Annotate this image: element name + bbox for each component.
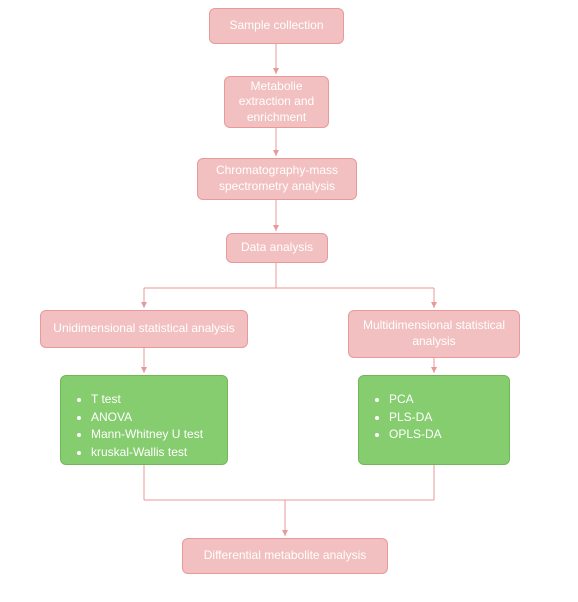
node-label: Data analysis (241, 240, 313, 256)
list-item: T test (91, 392, 203, 408)
node-unidimensional: Unidimensional statistical analysis (40, 310, 248, 348)
node-label: Unidimensional statistical analysis (53, 321, 234, 337)
list-item: PLS-DA (389, 410, 442, 426)
node-label: Chromatography-mass spectrometry analysi… (208, 163, 346, 194)
node-label: Sample collection (229, 18, 323, 34)
node-differential-metabolite: Differential metabolite analysis (182, 538, 388, 574)
list-item: OPLS-DA (389, 427, 442, 443)
node-metabolite-extraction: Metabolie extraction and enrichment (224, 76, 329, 128)
list-item: Mann-Whitney U test (91, 427, 203, 443)
node-data-analysis: Data analysis (226, 233, 328, 263)
node-uni-methods: T test ANOVA Mann-Whitney U test kruskal… (60, 375, 228, 465)
method-list: PCA PLS-DA OPLS-DA (375, 390, 442, 445)
list-item: kruskal-Wallis test (91, 445, 203, 461)
method-list: T test ANOVA Mann-Whitney U test kruskal… (77, 390, 203, 462)
node-label: Multidimensional statistical analysis (359, 318, 509, 349)
list-item: PCA (389, 392, 442, 408)
node-label: Differential metabolite analysis (204, 548, 367, 564)
node-chromatography: Chromatography-mass spectrometry analysi… (197, 158, 357, 200)
node-label: Metabolie extraction and enrichment (235, 79, 318, 126)
list-item: ANOVA (91, 410, 203, 426)
node-sample-collection: Sample collection (209, 8, 344, 44)
node-multi-methods: PCA PLS-DA OPLS-DA (358, 375, 510, 465)
node-multidimensional: Multidimensional statistical analysis (348, 310, 520, 358)
